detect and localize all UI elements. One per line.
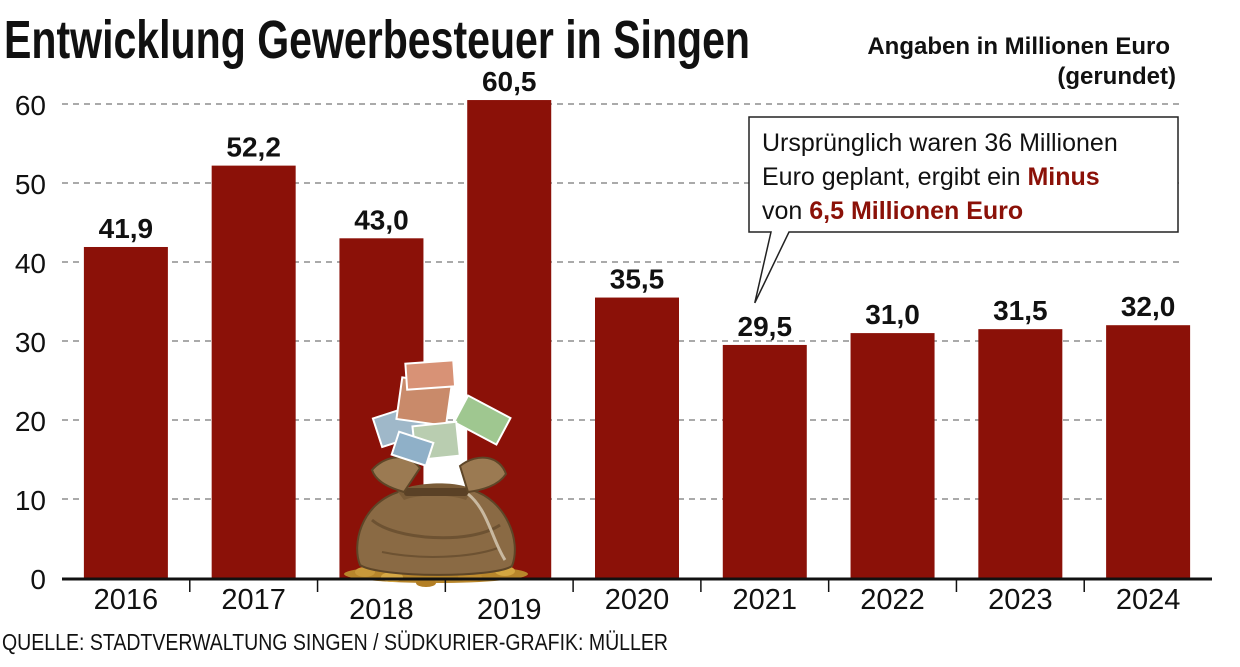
bar-value-label: 31,0 <box>865 299 920 330</box>
x-tick-label: 2021 <box>733 584 798 616</box>
bar-2023 <box>978 329 1063 578</box>
bar-value-label: 29,5 <box>738 311 793 342</box>
x-tick-label: 2018 <box>349 594 414 626</box>
x-tick-label: 2023 <box>988 584 1053 616</box>
x-tick-label: 2019 <box>477 594 542 626</box>
bar-value-labels: 41,9 52,2 43,0 60,5 35,5 29,5 31,0 31,5 32,0 <box>99 66 1176 342</box>
x-axis <box>62 577 1212 592</box>
bar-value-label: 52,2 <box>226 132 281 163</box>
bar-2016 <box>83 246 168 579</box>
bars <box>83 100 1191 579</box>
chart-title: Entwicklung Gewerbesteuer in Singen <box>4 10 750 70</box>
callout-amount-highlight: 6,5 Millionen Euro <box>809 197 1023 225</box>
bar-value-label: 60,5 <box>482 66 537 97</box>
x-tick-label: 2024 <box>1116 584 1181 616</box>
y-tick-label: 40 <box>15 248 46 279</box>
bar-2022 <box>850 333 935 578</box>
callout-box <box>748 116 1179 304</box>
bar-value-label: 32,0 <box>1121 291 1176 322</box>
bar-value-label: 31,5 <box>993 295 1048 326</box>
bar-value-label: 41,9 <box>99 213 154 244</box>
y-tick-label: 10 <box>15 485 46 516</box>
x-tick-label: 2016 <box>94 584 159 616</box>
y-tick-label: 20 <box>15 406 46 437</box>
x-tick-label: 2022 <box>860 584 925 616</box>
bar-2020 <box>595 297 679 578</box>
source-credit: QUELLE: STADTVERWALTUNG SINGEN / SÜDKURI… <box>2 629 668 655</box>
callout-line-2-text: Euro geplant, ergibt ein <box>762 163 1027 191</box>
callout-line-3: von 6,5 Millionen Euro <box>762 197 1023 225</box>
x-tick-label: 2017 <box>221 584 286 616</box>
x-tick-label: 2020 <box>605 584 670 616</box>
y-tick-label: 0 <box>30 564 46 595</box>
y-axis-ticks: 0 10 20 30 40 50 60 <box>15 90 46 595</box>
y-tick-label: 60 <box>15 90 46 121</box>
money-bag-icon <box>344 359 528 587</box>
callout-line-3-text: von <box>762 197 809 225</box>
y-tick-label: 50 <box>15 169 46 200</box>
bar-value-label: 35,5 <box>610 264 665 295</box>
callout-line-2: Euro geplant, ergibt ein Minus <box>762 163 1100 191</box>
chart-subtitle-line-1: Angaben in Millionen Euro <box>867 33 1170 60</box>
bar-2021 <box>722 344 807 578</box>
bar-2024 <box>1106 325 1191 578</box>
callout-minus-highlight: Minus <box>1027 163 1099 191</box>
callout-line-1: Ursprünglich waren 36 Millionen <box>762 129 1118 157</box>
annotation-callout: Ursprünglich waren 36 Millionen Euro gep… <box>748 116 1179 304</box>
x-axis-labels: 2016 2017 2018 2019 2020 2021 2022 2023 2024 <box>94 584 1181 626</box>
chart-subtitle-line-2: (gerundet) <box>1057 63 1176 90</box>
y-tick-label: 30 <box>15 327 46 358</box>
bar-2017 <box>211 165 296 578</box>
bar-value-label: 43,0 <box>354 204 409 235</box>
